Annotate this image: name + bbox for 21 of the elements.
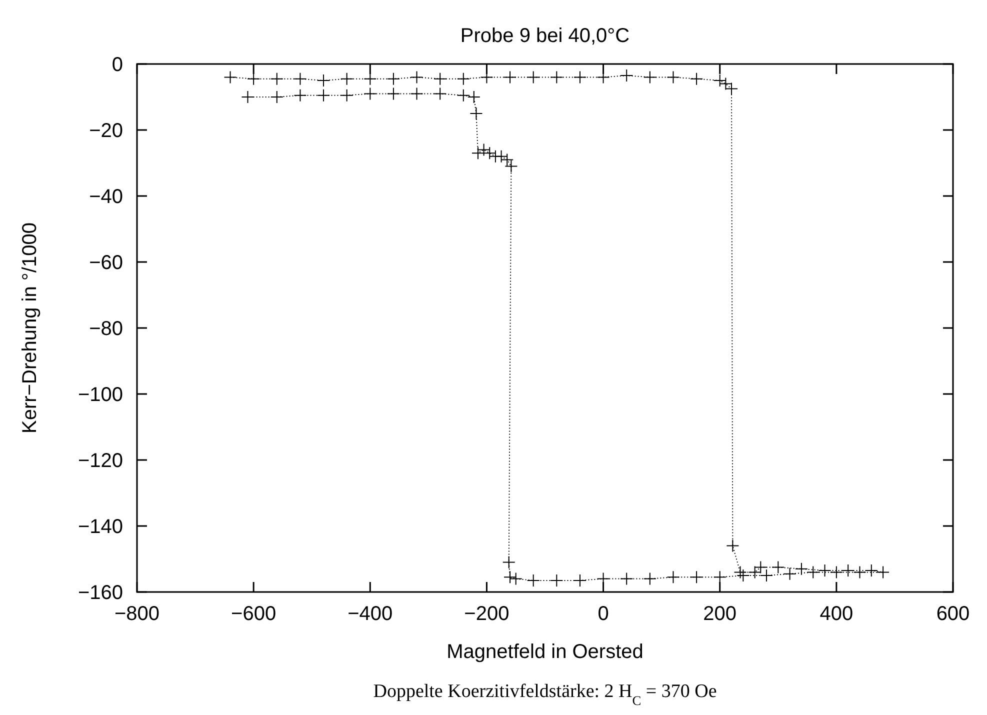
y-tick-label: −20 [89, 120, 123, 142]
x-tick-label: −600 [231, 603, 276, 625]
x-tick-label: 400 [820, 603, 854, 625]
y-tick-label: −140 [78, 516, 123, 538]
y-tick-label: −60 [89, 252, 123, 274]
y-tick-label: 0 [112, 54, 123, 76]
y-tick-label: −160 [78, 582, 123, 604]
x-tick-label: 0 [598, 603, 609, 625]
x-tick-label: −800 [114, 603, 160, 625]
x-tick-label: 200 [703, 603, 737, 625]
x-axis-title: Magnetfeld in Oersted [446, 641, 644, 663]
chart-title: Probe 9 bei 40,0°C [460, 25, 630, 47]
x-tick-label: 600 [936, 603, 970, 625]
y-tick-label: −40 [89, 186, 123, 208]
x-tick-label: −200 [464, 603, 510, 625]
y-tick-label: −120 [78, 450, 123, 472]
y-axis-title: Kerr−Drehung in °/1000 [19, 222, 41, 434]
y-tick-label: −80 [89, 318, 123, 340]
y-tick-label: −100 [78, 384, 123, 406]
text: Doppelte Koerzitivfeldstärke: 2 H$_{C}$ = 370 Oe [373, 681, 717, 708]
x-tick-label: −400 [348, 603, 393, 625]
